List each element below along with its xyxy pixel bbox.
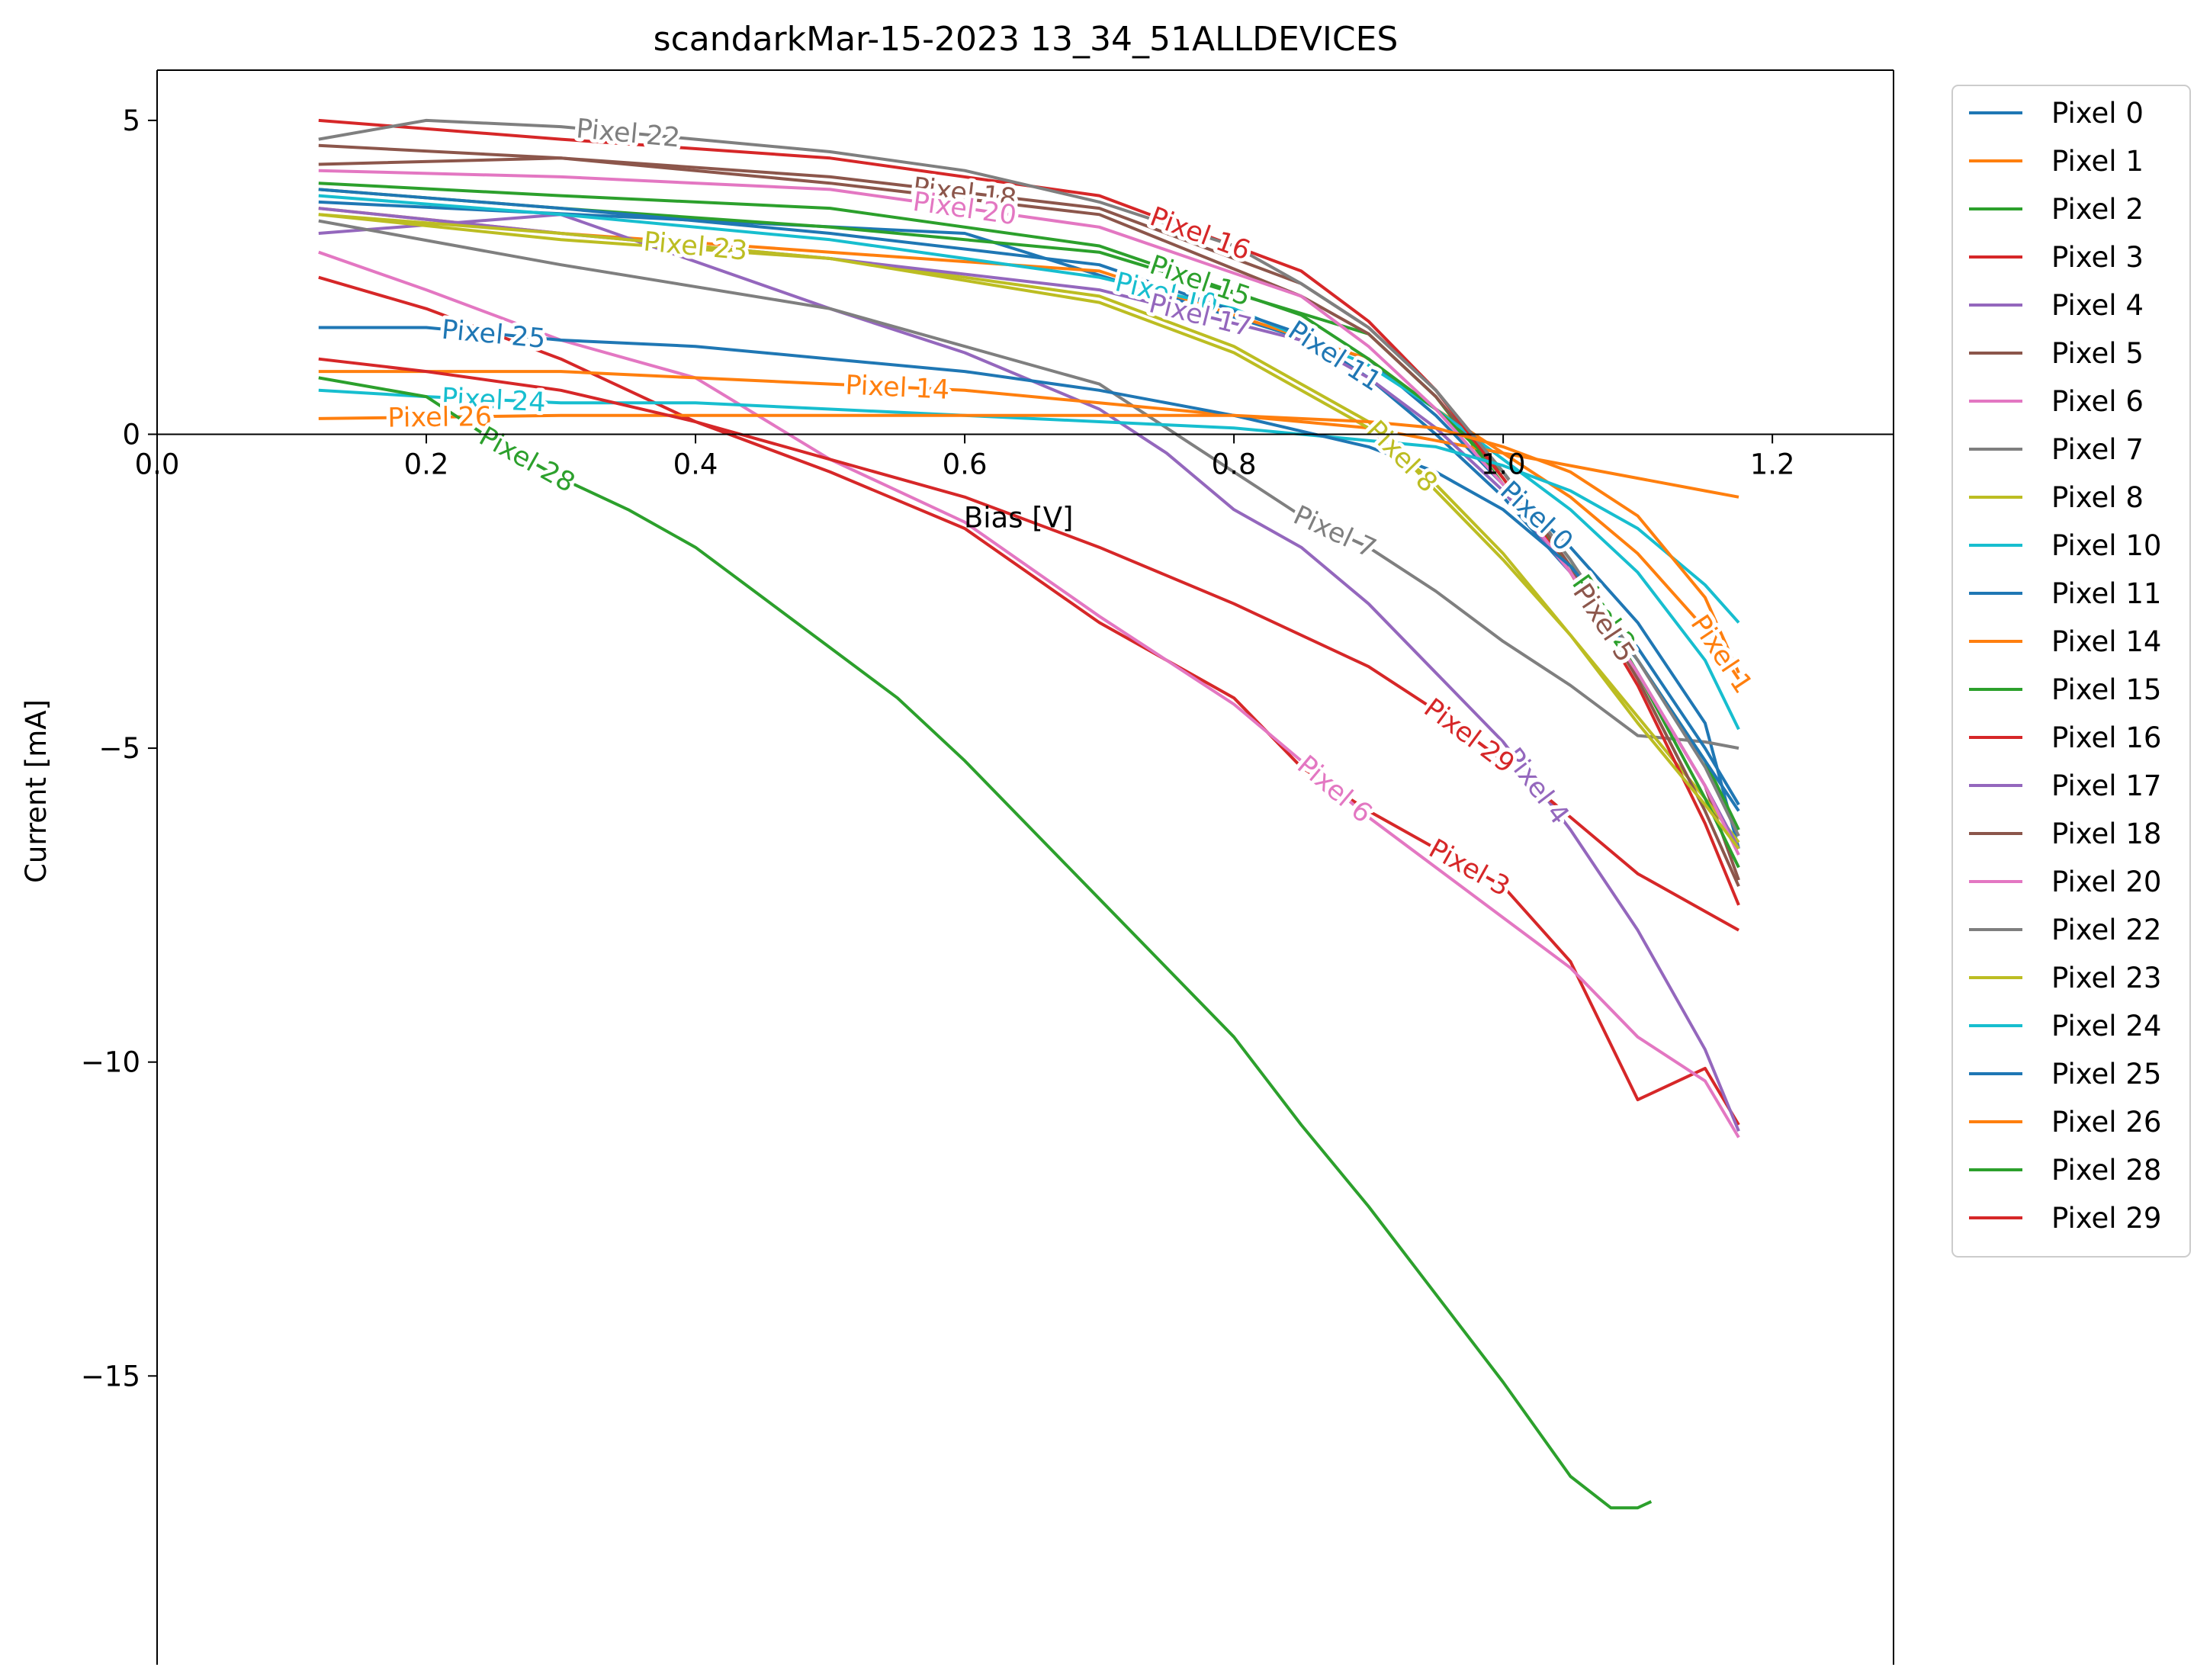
series-line-pixel-10 [318, 194, 1740, 731]
legend-entry: Pixel 29 [2051, 1202, 2161, 1235]
series-line-pixel-20 [318, 169, 1740, 856]
legend-entry: Pixel 14 [2051, 625, 2161, 658]
legend-entry: Pixel 5 [2051, 337, 2144, 370]
legend-entry: Pixel 15 [2051, 673, 2161, 706]
x-axis-title: Bias [V] [964, 501, 1074, 534]
legend-entry: Pixel 11 [2051, 577, 2161, 610]
x-tick-label: 0.0 [135, 448, 180, 480]
y-tick-label: 0 [122, 418, 140, 451]
series-line-pixel-22 [318, 118, 1740, 837]
legend-entry: Pixel 6 [2051, 385, 2144, 418]
inline-label: Pixel 24 [441, 383, 546, 418]
inline-label: Pixel 26 [387, 402, 492, 434]
legend-entry: Pixel 23 [2051, 962, 2161, 994]
y-tick-label: 5 [122, 104, 140, 137]
series-line-pixel-26 [318, 413, 1740, 674]
legend-entry: Pixel 4 [2051, 289, 2144, 322]
legend-entry: Pixel 20 [2051, 866, 2161, 898]
x-tick-label: 0.2 [404, 448, 449, 480]
series-line-pixel-6 [318, 250, 1740, 1139]
legend: Pixel 0 Pixel 1 Pixel 2 Pixel 3 Pixel 4 Pixel… [1951, 85, 2191, 1258]
y-tick-label: −15 [81, 1360, 140, 1393]
legend-entry: Pixel 24 [2051, 1010, 2161, 1042]
series-line-pixel-7 [318, 219, 1739, 750]
x-tick-label: 1.0 [1481, 448, 1526, 480]
legend-entry: Pixel 28 [2051, 1154, 2161, 1187]
series-lines [318, 118, 1740, 1510]
legend-entry: Pixel 17 [2051, 769, 2161, 802]
series-line-pixel-4 [318, 213, 1740, 1132]
legend-entry: Pixel 7 [2051, 433, 2144, 466]
chart-title: scandarkMar-15-2023 13_34_51ALLDEVICES [654, 20, 1399, 59]
legend-entry: Pixel 16 [2051, 721, 2161, 754]
series-line-pixel-23 [318, 213, 1740, 850]
y-tick-label: −5 [98, 732, 140, 765]
legend-entry: Pixel 1 [2051, 145, 2144, 178]
legend-entry: Pixel 25 [2051, 1058, 2161, 1091]
series-line-pixel-24 [318, 388, 1740, 624]
series-line-pixel-29 [318, 357, 1739, 932]
series-line-pixel-16 [318, 118, 1740, 906]
x-tick-label: 1.2 [1750, 448, 1795, 480]
legend-entry: Pixel 18 [2051, 818, 2161, 850]
series-line-pixel-28 [318, 376, 1653, 1510]
legend-entry: Pixel 8 [2051, 481, 2144, 514]
x-tick-label: 0.6 [943, 448, 988, 480]
legend-entry: Pixel 0 [2051, 97, 2144, 130]
legend-entry: Pixel 3 [2051, 241, 2144, 274]
legend-entry: Pixel 22 [2051, 914, 2161, 946]
legend-entry: Pixel 26 [2051, 1106, 2161, 1139]
legend-entry: Pixel 10 [2051, 529, 2161, 562]
legend-entry: Pixel 2 [2051, 193, 2144, 226]
legend-box [1951, 85, 2191, 1258]
inline-label: Pixel 14 [845, 371, 950, 406]
y-tick-label: −10 [81, 1046, 140, 1079]
x-tick-label: 0.8 [1212, 448, 1257, 480]
x-tick-label: 0.4 [673, 448, 718, 480]
inline-label-halo: Pixel 26 [387, 402, 492, 434]
y-axis-title: Current [mA] [20, 699, 53, 883]
